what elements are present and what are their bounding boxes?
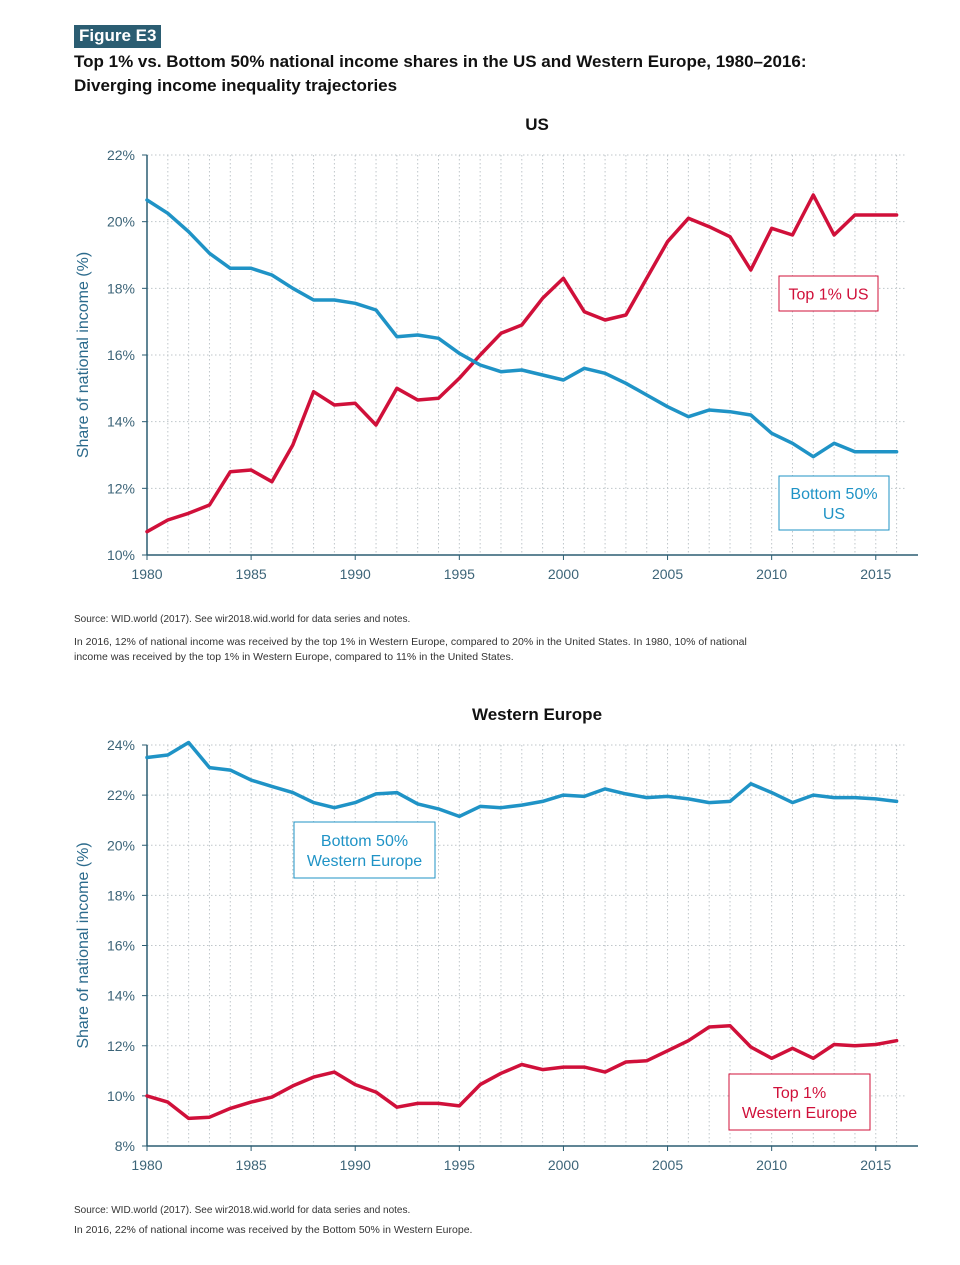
- we-bottom-label-box: [293, 821, 436, 879]
- us-bottom-label-text: Bottom 50%: [790, 486, 877, 503]
- we-xtick-label: 2010: [756, 1157, 787, 1173]
- us-xtick-label: 2005: [652, 566, 683, 582]
- we-ytick-label: 14%: [107, 988, 135, 1004]
- we-ytick-label: 20%: [107, 837, 135, 853]
- us-top-series-line: [145, 193, 899, 534]
- we-ytick-label: 12%: [107, 1038, 135, 1054]
- figure-title-line-2: Diverging income inequality trajectories: [74, 76, 398, 95]
- we-xtick-label: 2015: [860, 1157, 891, 1173]
- we-xtick-label: 2005: [652, 1157, 683, 1173]
- western-europe-chart: Western Europe 8% 10% 12% 14% 16% 18% 20% 22% 24%…: [75, 705, 918, 1173]
- we-xtick-label: 1985: [236, 1157, 267, 1173]
- us-chart: US 10% 12% 14% 16% 18% 20% 22% 1980 1985 1990 1995 2…: [75, 115, 918, 582]
- us-xtick-label: 1990: [340, 566, 371, 582]
- us-ytick-label: 16%: [107, 347, 135, 363]
- we-y-axis-label: Share of national income (%): [75, 842, 92, 1048]
- us-ytick-label: 22%: [107, 147, 135, 163]
- us-note-line-1: In 2016, 12% of national income was rece…: [74, 636, 747, 648]
- we-bottom-label-text: Western Europe: [307, 853, 422, 870]
- we-ytick-label: 18%: [107, 887, 135, 903]
- us-xtick-label: 1985: [236, 566, 267, 582]
- we-chart-title: Western Europe: [472, 705, 602, 724]
- us-ytick-label: 18%: [107, 280, 135, 296]
- us-source: Source: WID.world (2017). See wir2018.wi…: [74, 614, 411, 625]
- us-note-line-2: income was received by the top 1% in Wes…: [74, 651, 514, 663]
- us-ytick-label: 20%: [107, 214, 135, 230]
- we-bottom-series-line: [145, 740, 899, 819]
- us-ytick-label: 14%: [107, 414, 135, 430]
- figure-label: Figure E3: [74, 25, 162, 48]
- we-ytick-label: 24%: [107, 737, 135, 753]
- we-xtick-label: 1990: [340, 1157, 371, 1173]
- we-note-line-1: In 2016, 22% of national income was rece…: [74, 1224, 473, 1236]
- we-top-label-text: Top 1%: [773, 1085, 826, 1102]
- we-top-series-line: [145, 1023, 899, 1121]
- figure-title-line-1: Top 1% vs. Bottom 50% national income sh…: [74, 52, 807, 71]
- we-xtick-label: 2000: [548, 1157, 579, 1173]
- us-xtick-label: 1995: [444, 566, 475, 582]
- us-xtick-label: 2015: [860, 566, 891, 582]
- us-chart-title: US: [525, 115, 549, 134]
- us-bottom-label-box: [778, 475, 890, 531]
- us-bottom-series-line: [145, 198, 899, 459]
- us-xtick-label: 2000: [548, 566, 579, 582]
- we-xtick-label: 1980: [131, 1157, 162, 1173]
- us-y-axis-label: Share of national income (%): [75, 252, 92, 458]
- we-ytick-label: 8%: [115, 1138, 135, 1154]
- us-top-label-text: Top 1% US: [788, 287, 868, 304]
- us-ytick-label: 10%: [107, 547, 135, 563]
- we-xtick-label: 1995: [444, 1157, 475, 1173]
- us-xtick-label: 1980: [131, 566, 162, 582]
- we-ytick-label: 16%: [107, 938, 135, 954]
- we-notes: Source: WID.world (2017). See wir2018.wi…: [74, 1203, 914, 1238]
- us-xtick-label: 2010: [756, 566, 787, 582]
- we-ytick-label: 10%: [107, 1088, 135, 1104]
- us-notes: Source: WID.world (2017). See wir2018.wi…: [74, 612, 914, 665]
- us-ytick-label: 12%: [107, 480, 135, 496]
- we-source: Source: WID.world (2017). See wir2018.wi…: [74, 1205, 411, 1216]
- figure-title: Top 1% vs. Bottom 50% national income sh…: [74, 50, 914, 98]
- we-top-label-box: [728, 1073, 871, 1131]
- us-top-label-box: [778, 275, 879, 312]
- we-top-label-text: Western Europe: [742, 1105, 857, 1122]
- we-ytick-label: 22%: [107, 787, 135, 803]
- we-bottom-label-text: Bottom 50%: [321, 833, 408, 850]
- us-bottom-label-text: US: [823, 506, 845, 523]
